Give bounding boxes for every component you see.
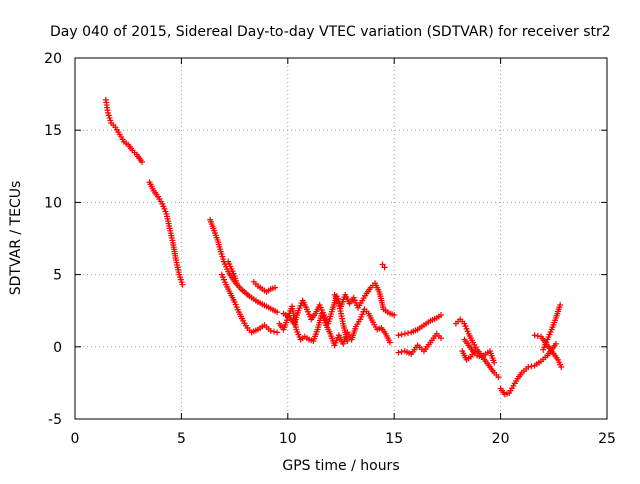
data-point [401, 330, 408, 337]
data-point [472, 346, 479, 353]
plot-frame [74, 57, 608, 420]
data-point [398, 331, 405, 338]
data-point [534, 332, 541, 339]
series-arc-h [276, 303, 393, 349]
data-point [398, 348, 405, 355]
series-arc-b [146, 179, 186, 288]
data-point [491, 359, 498, 366]
series-arc-j [379, 261, 388, 271]
data-point [395, 332, 402, 339]
x-tick-label: 0 [71, 431, 80, 447]
y-tick-label: 0 [53, 340, 62, 356]
series-arc-k [395, 312, 445, 339]
y-tick-label: 5 [53, 268, 62, 284]
data-point [139, 158, 146, 165]
y-tick-label: -5 [48, 412, 62, 428]
data-point [274, 329, 281, 336]
series-arc-l [395, 330, 445, 358]
data-point [179, 281, 186, 288]
data-point [270, 328, 277, 335]
data-point [438, 335, 445, 342]
data-point [558, 364, 565, 371]
data-point [395, 349, 402, 356]
y-tick-label: 10 [44, 195, 62, 211]
x-tick-label: 15 [385, 431, 403, 447]
chart-title: Day 040 of 2015, Sidereal Day-to-day VTE… [50, 24, 611, 40]
data-point [233, 280, 240, 287]
data-point [557, 301, 564, 308]
x-tick-label: 20 [492, 431, 510, 447]
series-arc-i [331, 291, 351, 345]
data-point [531, 332, 538, 339]
series-arc-r [540, 301, 564, 353]
data-point [528, 363, 535, 370]
x-axis-label: GPS time / hours [282, 458, 399, 474]
tick-labels: 0 5 10 15 20 25 -5 0 5 10 15 20 [44, 51, 616, 447]
data-point [267, 327, 274, 334]
series-arc-n [461, 336, 498, 366]
series-arc-a [102, 96, 146, 165]
y-tick-label: 20 [44, 51, 62, 67]
data-point [274, 309, 281, 316]
series-arc-e [225, 258, 240, 287]
series-arc-c [207, 216, 281, 316]
x-tick-label: 5 [177, 431, 186, 447]
series-arc-f [250, 278, 279, 295]
y-tick-label: 15 [44, 123, 62, 139]
data-points [102, 96, 565, 398]
axis-ticks [74, 57, 608, 420]
data-point [525, 364, 532, 371]
data-point [552, 340, 559, 347]
x-tick-label: 10 [279, 431, 297, 447]
data-point [438, 312, 445, 319]
data-point [344, 338, 351, 345]
series-arc-m [452, 316, 502, 381]
x-tick-label: 25 [598, 431, 616, 447]
y-axis-label: SDTVAR / TECUs [8, 181, 24, 296]
series-arc-o [459, 346, 479, 363]
data-point [405, 330, 412, 337]
grid [75, 58, 607, 419]
data-point [272, 284, 279, 291]
data-point [386, 339, 393, 346]
data-point [495, 374, 502, 381]
series-arc-d [218, 271, 281, 336]
data-point [391, 312, 398, 319]
data-point [381, 264, 388, 271]
series-arc-p [497, 340, 559, 398]
